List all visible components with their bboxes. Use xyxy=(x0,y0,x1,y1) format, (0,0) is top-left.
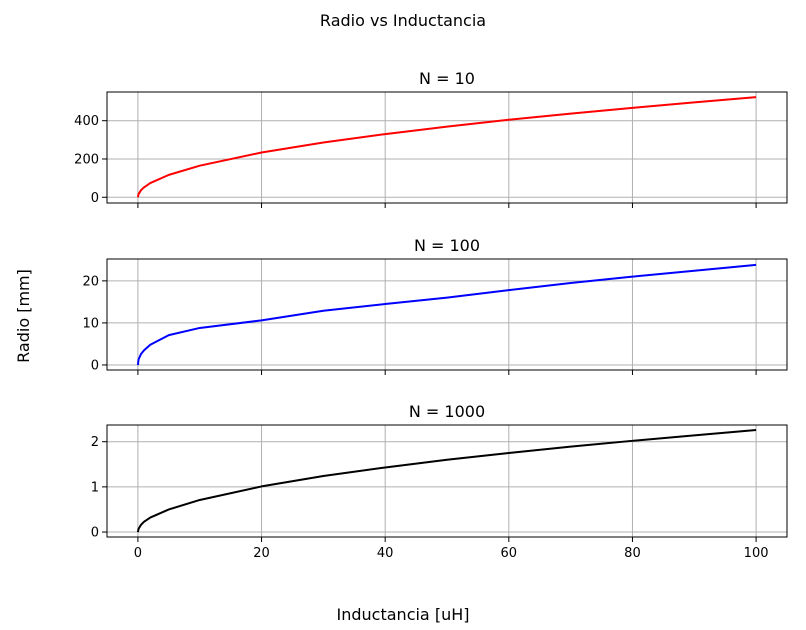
axes-frame xyxy=(106,91,788,204)
series-line xyxy=(136,96,757,198)
y-tick-label: 200 xyxy=(74,152,99,167)
x-tick-label: 80 xyxy=(624,546,641,561)
subplot-n-1000: 0 20 40 60 80 100 0 1 2 N = 1000 xyxy=(91,402,788,561)
x-axis-label: Inductancia [uH] xyxy=(337,605,470,624)
subplot-title: N = 10 xyxy=(419,69,475,88)
y-tick-label: 0 xyxy=(91,191,99,206)
y-axis-label: Radio [mm] xyxy=(14,269,33,363)
y-tick-label: 1 xyxy=(91,480,99,495)
subplot-title: N = 100 xyxy=(414,236,480,255)
subplot-n-10: 0 200 400 N = 10 xyxy=(74,69,788,208)
y-tick-label: 400 xyxy=(74,114,99,129)
x-tick-label: 60 xyxy=(501,546,518,561)
series-line xyxy=(136,263,757,366)
x-tick-label: 0 xyxy=(134,546,142,561)
x-tick-label: 40 xyxy=(377,546,394,561)
subplot-title: N = 1000 xyxy=(409,402,485,421)
y-tick-label: 10 xyxy=(82,316,99,331)
x-tick-label: 100 xyxy=(744,546,769,561)
y-tick-label: 20 xyxy=(82,274,99,289)
y-tick-label: 0 xyxy=(91,526,99,541)
y-tick-label: 2 xyxy=(91,435,99,450)
series-line xyxy=(136,428,757,533)
y-tick-label: 0 xyxy=(91,358,99,373)
figure-title: Radio vs Inductancia xyxy=(320,11,486,30)
axes-frame xyxy=(106,258,788,371)
subplot-n-100: 0 10 20 N = 100 xyxy=(82,236,788,375)
x-tick-label: 20 xyxy=(253,546,270,561)
axes-frame xyxy=(106,424,788,538)
